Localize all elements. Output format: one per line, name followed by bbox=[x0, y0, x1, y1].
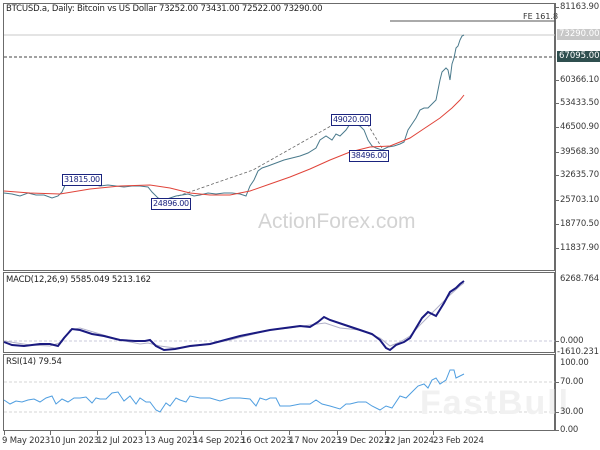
current-price-tag: 73290.00 bbox=[557, 29, 600, 40]
y-axis-label: 32635.70 bbox=[560, 170, 599, 180]
y-axis-label: 39568.30 bbox=[560, 147, 599, 157]
macd-axis-label: -1610.231 bbox=[557, 347, 599, 357]
main-price-pane[interactable] bbox=[3, 3, 555, 271]
x-axis-label: 23 Feb 2024 bbox=[433, 436, 484, 446]
swing-low-label: 24896.00 bbox=[151, 198, 191, 210]
price-series bbox=[3, 34, 465, 201]
x-axis-label: 9 May 2023 bbox=[2, 436, 51, 446]
macd-axis-label: 0.000 bbox=[560, 336, 584, 346]
watermark-actionforex: ActionForex.com bbox=[258, 210, 416, 233]
x-axis-label: 16 Oct 2023 bbox=[241, 436, 292, 446]
rsi-axis-label: 0.00 bbox=[560, 425, 579, 435]
x-axis-label: 12 Jul 2023 bbox=[97, 436, 143, 446]
swing-high-label: 49020.00 bbox=[331, 114, 371, 126]
macd-pane[interactable] bbox=[3, 272, 555, 353]
y-axis-line bbox=[555, 3, 556, 431]
x-axis-label: 19 Dec 2023 bbox=[337, 436, 390, 446]
moving-average-series bbox=[3, 94, 465, 196]
x-axis-label: 13 Aug 2023 bbox=[145, 436, 198, 446]
swing-high-label: 31815.00 bbox=[62, 174, 102, 186]
rsi-axis-label: 30.00 bbox=[560, 407, 584, 417]
y-axis-label: 25703.10 bbox=[560, 195, 599, 205]
y-axis-label: 18770.50 bbox=[560, 219, 599, 229]
y-axis-label: 81163.90 bbox=[560, 2, 599, 12]
macd-axis-label: 6268.764 bbox=[560, 274, 599, 284]
chart-title: BTCUSD.a, Daily: Bitcoin vs US Dollar 73… bbox=[6, 4, 323, 14]
x-axis-label: 10 Jun 2023 bbox=[50, 436, 99, 446]
y-axis-label: 11837.90 bbox=[560, 243, 599, 253]
y-axis-label: 53433.50 bbox=[560, 98, 599, 108]
rsi-pane[interactable] bbox=[3, 354, 555, 431]
swing-low-label: 38496.00 bbox=[349, 150, 389, 162]
fibo-extension-label: FE 161.8 bbox=[523, 12, 559, 21]
rsi-axis-label: 70.00 bbox=[560, 377, 584, 387]
level-price-tag: 67095.00 bbox=[557, 51, 600, 62]
rsi-series bbox=[3, 369, 465, 413]
macd-series bbox=[3, 280, 465, 352]
watermark-fastbull: FastBull bbox=[420, 384, 571, 422]
macd-title: MACD(12,26,9) 5585.049 5213.162 bbox=[6, 275, 151, 285]
rsi-axis-label: 100.00 bbox=[560, 358, 589, 368]
x-axis-label: 14 Sep 2023 bbox=[193, 436, 245, 446]
x-axis-label: 17 Nov 2023 bbox=[289, 436, 342, 446]
y-axis-label: 60366.10 bbox=[560, 75, 599, 85]
y-axis-label: 46500.90 bbox=[560, 122, 599, 132]
rsi-title: RSI(14) 79.54 bbox=[6, 357, 62, 367]
x-axis-label: 22 Jan 2024 bbox=[385, 436, 434, 446]
